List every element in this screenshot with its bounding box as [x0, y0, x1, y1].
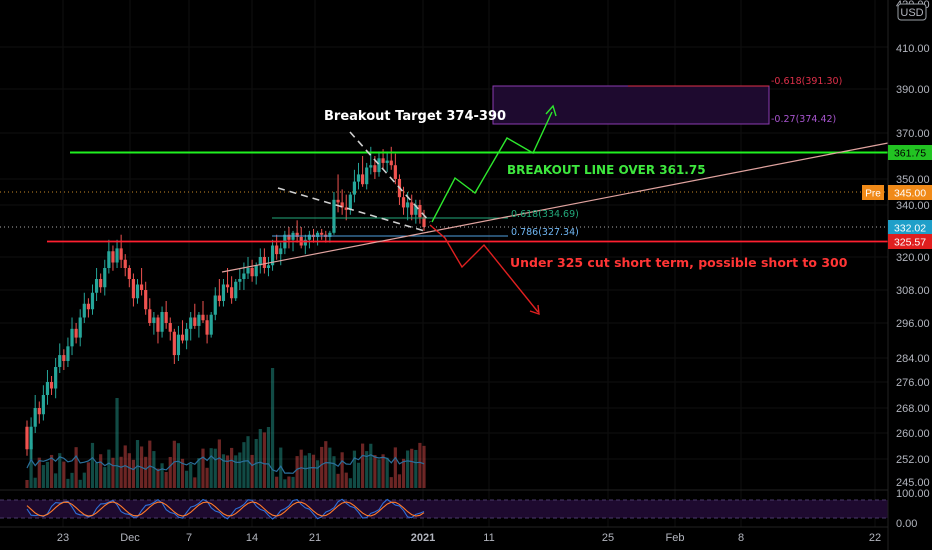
- time-label-8: 8: [738, 532, 744, 544]
- time-label-feb: Feb: [666, 532, 685, 544]
- price-tick-296: 296.00: [896, 318, 930, 330]
- price-tick-390: 390.00: [896, 84, 930, 96]
- bearish-arrow-head: [529, 304, 540, 316]
- price-tick-276: 276.00: [896, 377, 930, 389]
- stoch-k-line: [26, 498, 425, 520]
- fib-0786-label: 0.786(327.34): [511, 227, 579, 238]
- time-label-2021: 2021: [411, 532, 435, 544]
- grid: [0, 0, 888, 527]
- time-axis: 23 Dec 7 14 21 2021 11 25 Feb 8 22: [57, 532, 881, 544]
- wedge-upper-dashed: [277, 187, 429, 233]
- price-tick-284: 284.00: [896, 353, 930, 365]
- time-label-22: 22: [869, 532, 881, 544]
- price-tick-252: 252.00: [896, 454, 930, 466]
- svg-text:325.57: 325.57: [894, 237, 926, 249]
- cut-price-tag: 325.57: [888, 234, 932, 249]
- svg-text:345.00: 345.00: [894, 188, 926, 200]
- time-label-23: 23: [57, 532, 69, 544]
- breakout-price-tag: 361.75: [888, 145, 932, 160]
- volume-ma-line: [26, 454, 425, 474]
- price-tick-350: 350.00: [896, 174, 930, 186]
- breakout-line-label: BREAKOUT LINE OVER 361.75: [507, 163, 706, 177]
- time-label-25: 25: [602, 532, 614, 544]
- osc-tick-100: 100.00: [896, 488, 930, 500]
- ext-0618-label: -0.618(391.30): [771, 76, 842, 87]
- osc-tick-0: 0.00: [896, 518, 917, 530]
- fib-0618-label: 0.618(334.69): [511, 209, 579, 220]
- bullish-projection-path: [431, 111, 553, 223]
- price-tick-260: 260.00: [896, 428, 930, 440]
- time-label-dec: Dec: [120, 532, 140, 544]
- ext-027-label: -0.27(374.42): [771, 114, 836, 125]
- currency-badge[interactable]: USD: [897, 3, 927, 21]
- svg-text:332.02: 332.02: [894, 223, 926, 235]
- time-label-14: 14: [246, 532, 258, 544]
- pre-price-tag: Pre 345.00: [862, 185, 932, 200]
- breakout-target-label: Breakout Target 374-390: [324, 109, 506, 124]
- price-tick-370: 370.00: [896, 128, 930, 140]
- svg-text:361.75: 361.75: [894, 148, 926, 160]
- bearish-projection-path: [429, 224, 539, 313]
- price-tick-320: 320.00: [896, 252, 930, 264]
- oscillator-panel: [0, 489, 888, 520]
- time-label-11: 11: [483, 532, 494, 544]
- stoch-d-line: [26, 501, 425, 517]
- support-trendline: [221, 142, 889, 273]
- price-tick-340: 340.00: [896, 200, 930, 212]
- under-cut-label: Under 325 cut short term, possible short…: [510, 255, 848, 270]
- last-price-tag: 332.02: [888, 220, 932, 235]
- svg-text:USD: USD: [900, 7, 923, 19]
- target-box: [492, 85, 770, 125]
- svg-text:Pre: Pre: [865, 189, 881, 200]
- time-label-21: 21: [309, 532, 321, 544]
- price-tick-245: 245.00: [896, 477, 930, 489]
- time-label-7: 7: [186, 532, 192, 544]
- price-tick-268: 268.00: [896, 403, 930, 415]
- wedge-lower-dashed: [349, 131, 431, 223]
- price-tick-308: 308.00: [896, 285, 930, 297]
- price-tick-410: 410.00: [896, 43, 930, 55]
- bullish-arrow-head: [545, 104, 557, 117]
